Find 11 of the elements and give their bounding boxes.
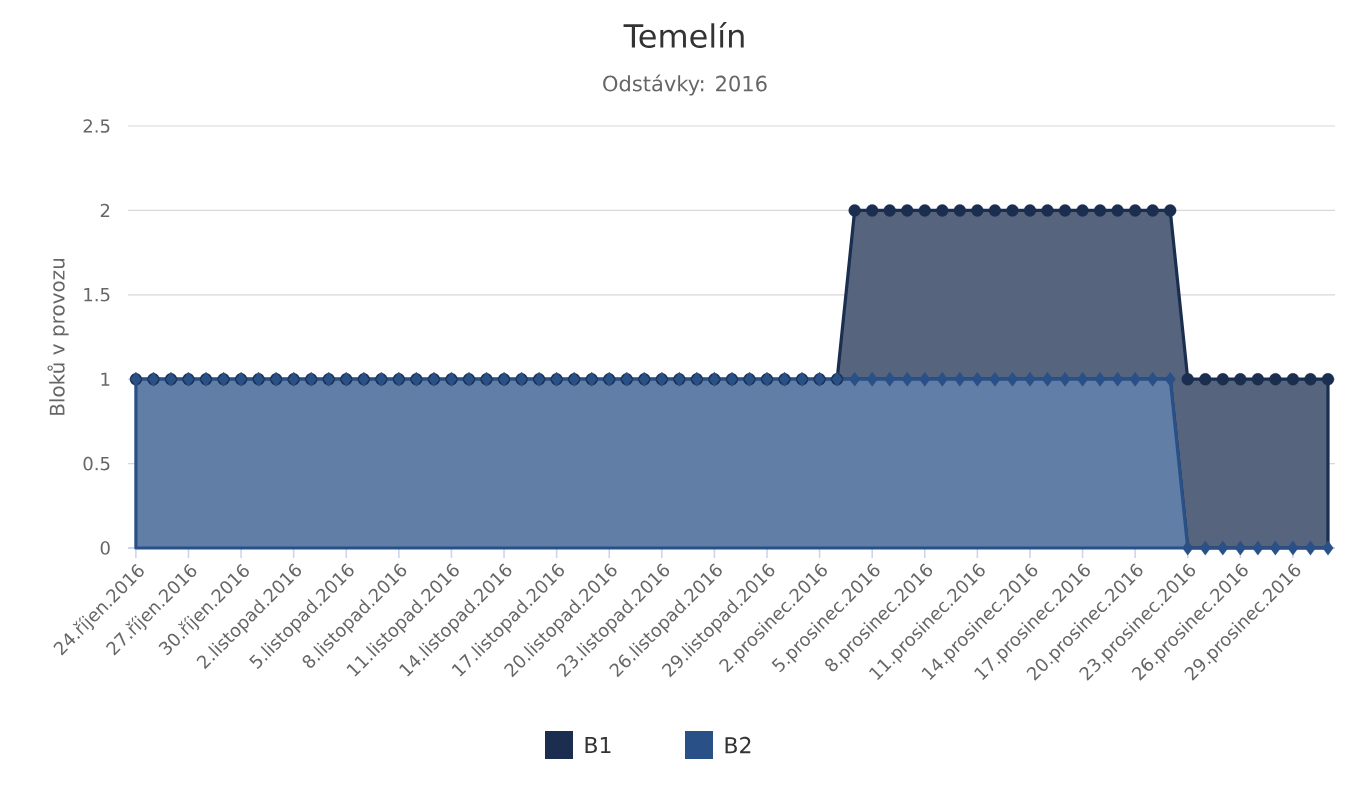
- y-tick-label: 0.5: [83, 456, 110, 471]
- chart-title: Temelín: [623, 21, 744, 49]
- y-axis-title: Bloků v provozu: [47, 258, 69, 415]
- y-tick-label: 0: [100, 541, 110, 555]
- y-tick-label: 1.5: [84, 288, 110, 302]
- chart-subtitle: Odstávky: 2016: [603, 74, 767, 96]
- legend-label: B2: [725, 736, 751, 754]
- y-tick-label: 2.5: [83, 119, 110, 133]
- y-tick-label: 2: [100, 203, 110, 218]
- legend-label: B1: [585, 736, 611, 754]
- y-tick-label: 1: [101, 372, 110, 386]
